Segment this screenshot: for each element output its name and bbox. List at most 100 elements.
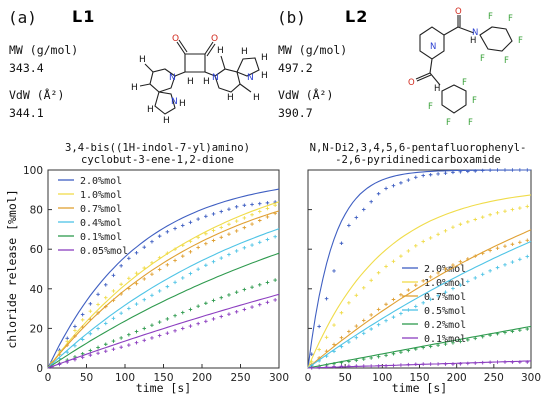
atom-label: H bbox=[203, 77, 210, 87]
data-point bbox=[339, 241, 344, 246]
data-point bbox=[413, 175, 418, 180]
data-point bbox=[188, 307, 193, 312]
data-point bbox=[332, 323, 336, 327]
data-point bbox=[480, 215, 485, 219]
x-tick-label: 50 bbox=[338, 372, 351, 384]
data-point bbox=[466, 361, 470, 366]
chart-title-line: 3,4-bis((1H-indol-7-yl)amino) bbox=[65, 142, 250, 154]
legend-label: 1.0%mol bbox=[80, 190, 122, 201]
x-tick-label: 150 bbox=[409, 372, 429, 384]
data-point bbox=[57, 352, 62, 357]
x-tick-label: 150 bbox=[153, 372, 173, 384]
x-tick-label: 100 bbox=[372, 372, 392, 384]
data-point bbox=[80, 355, 85, 360]
data-point bbox=[317, 347, 321, 352]
atom-label: O bbox=[172, 34, 179, 44]
data-point bbox=[443, 228, 448, 233]
data-point bbox=[503, 330, 507, 335]
atom-label: H bbox=[253, 93, 260, 103]
atom-label: H bbox=[163, 116, 170, 124]
data-point bbox=[127, 343, 131, 347]
atom-label: H bbox=[470, 36, 476, 46]
data-point bbox=[495, 210, 500, 215]
data-point bbox=[525, 238, 530, 243]
data-point bbox=[436, 293, 440, 298]
x-tick-label: 0 bbox=[305, 372, 312, 384]
data-point bbox=[458, 362, 463, 366]
data-point bbox=[332, 342, 336, 347]
data-point bbox=[369, 199, 373, 204]
data-point bbox=[376, 322, 381, 327]
atom-label: H bbox=[187, 77, 194, 87]
data-point bbox=[173, 313, 177, 318]
data-point bbox=[57, 362, 62, 367]
data-point bbox=[399, 254, 403, 258]
data-point bbox=[250, 285, 254, 290]
data-point bbox=[127, 276, 131, 281]
chart-title-line: N,N-Di2,3,4,5,6-pentafluorophenyl- bbox=[309, 142, 527, 154]
fit-line bbox=[47, 210, 280, 369]
data-point bbox=[250, 222, 254, 226]
data-point bbox=[165, 317, 170, 321]
data-point bbox=[173, 258, 177, 263]
data-point bbox=[503, 244, 507, 249]
data-point bbox=[376, 354, 381, 359]
data-point bbox=[165, 263, 170, 267]
data-point bbox=[451, 341, 455, 345]
x-tick-label: 250 bbox=[484, 372, 504, 384]
data-point bbox=[510, 260, 515, 264]
vdw-label: VdW (Å²) bbox=[9, 88, 65, 102]
data-point bbox=[242, 307, 247, 312]
data-point bbox=[347, 301, 351, 305]
data-point bbox=[265, 280, 270, 285]
data-point bbox=[525, 204, 530, 209]
data-point bbox=[188, 239, 193, 244]
data-point bbox=[227, 252, 231, 257]
data-point bbox=[204, 214, 208, 219]
data-point bbox=[332, 269, 336, 273]
data-point bbox=[219, 295, 224, 300]
data-point bbox=[150, 293, 154, 298]
x-tick-label: 200 bbox=[192, 372, 212, 384]
data-point bbox=[324, 335, 329, 340]
atom-label: H bbox=[139, 55, 146, 65]
data-point bbox=[480, 251, 485, 256]
legend-label: 0.2%mol bbox=[424, 320, 466, 331]
data-point bbox=[518, 328, 522, 332]
data-point bbox=[157, 255, 162, 260]
data-point bbox=[65, 350, 70, 354]
data-point bbox=[119, 292, 123, 296]
fit-line bbox=[307, 240, 532, 369]
data-point bbox=[165, 331, 170, 335]
atom-label: F bbox=[480, 54, 485, 64]
data-point bbox=[324, 365, 329, 369]
data-point bbox=[443, 362, 448, 366]
data-point bbox=[257, 240, 262, 245]
data-point bbox=[73, 334, 77, 338]
data-point bbox=[391, 351, 396, 356]
data-point bbox=[436, 362, 440, 366]
data-point bbox=[451, 263, 455, 267]
chart-title-line: cyclobut-3-ene-1,2-dione bbox=[80, 154, 235, 166]
data-point bbox=[96, 311, 100, 315]
data-point bbox=[399, 363, 403, 367]
atom-label: H bbox=[434, 84, 440, 94]
data-point bbox=[391, 315, 396, 319]
atom-label: F bbox=[518, 36, 523, 46]
data-point bbox=[157, 289, 162, 293]
data-point bbox=[234, 219, 239, 223]
data-point bbox=[361, 357, 366, 361]
data-point bbox=[257, 218, 262, 223]
y-axis-label: chloride release [%mol] bbox=[5, 189, 19, 348]
data-point bbox=[219, 235, 224, 240]
data-point bbox=[273, 234, 277, 239]
data-point bbox=[369, 327, 373, 331]
data-point bbox=[188, 249, 193, 254]
data-point bbox=[196, 321, 200, 326]
data-point bbox=[495, 360, 500, 364]
data-point bbox=[324, 349, 329, 353]
data-point bbox=[273, 278, 277, 282]
data-point bbox=[406, 362, 411, 367]
data-point bbox=[317, 324, 321, 329]
data-point bbox=[227, 293, 231, 297]
